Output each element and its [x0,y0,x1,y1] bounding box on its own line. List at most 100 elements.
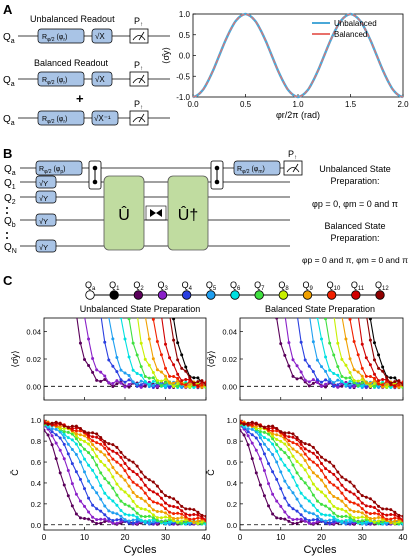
data-point [54,457,58,461]
data-point [147,376,151,380]
data-point [58,436,62,440]
data-point [372,506,376,510]
x-tick-label: 10 [276,533,285,542]
data-point [172,517,176,521]
data-point [107,358,111,362]
data-point [151,500,155,504]
data-point [311,378,315,382]
data-point [328,513,332,517]
data-point [348,500,352,504]
data-point [348,516,352,520]
x-axis-label-right: Cycles [303,544,337,556]
data-point [389,520,393,524]
data-point [180,385,184,389]
data-point [159,370,163,374]
data-point [328,460,332,464]
data-point [271,16,274,19]
data-point [155,516,159,520]
data-point [315,455,319,459]
data-point [50,434,54,438]
data-point [123,490,127,494]
data-point [74,512,78,516]
data-point [119,276,122,279]
data-point [275,194,278,197]
data-point [320,153,323,156]
data-point [115,493,119,497]
data-point [59,221,62,224]
data-point [258,436,262,440]
plus-sign: + [76,91,84,106]
data-point [176,511,180,515]
data-point [263,153,266,156]
u-block-label: Û [118,205,130,224]
data-point [111,449,115,453]
data-point [259,57,262,60]
data-point [344,518,348,522]
data-point [87,437,91,441]
data-point [168,289,171,292]
data-point [184,383,188,387]
y-tick-label: 1.0 [31,416,41,425]
data-point [381,383,385,387]
data-point [99,276,102,279]
data-point [111,337,115,341]
chain-qubit-label: Q3 [158,280,169,292]
data-point [328,380,332,384]
data-point [243,84,246,87]
data-point [152,276,155,279]
data-point [95,435,99,439]
data-point [364,495,368,499]
data-point [311,340,315,344]
data-point [99,370,103,374]
y-tick-label: 1.0 [227,416,237,425]
data-point [159,379,163,383]
data-point [385,376,389,380]
data-point [78,516,82,520]
data-point [155,378,159,382]
data-point [176,506,180,510]
data-point [320,461,323,465]
data-point [83,439,86,443]
data-point [279,470,283,474]
data-point [124,289,127,292]
y-tick-label: 0.8 [227,437,237,446]
legend-entry: Unbalanced [334,19,377,28]
data-point [340,491,344,495]
sqrty-label: √Y [39,217,48,226]
data-point [135,353,139,357]
data-point [287,125,290,128]
data-point [144,248,147,251]
y-tick-label: 0.4 [227,479,237,488]
data-point [115,379,119,383]
data-point [180,512,184,516]
x-tick-label: 10 [80,533,89,542]
data-point [275,2,278,5]
data-point [340,248,343,251]
data-point [119,487,123,491]
data-point [263,98,266,101]
data-point [83,457,86,461]
data-point [251,84,254,87]
data-point [287,431,291,435]
data-point [287,43,290,46]
qubit-chain-legend: Qa Q1 Q2 Q3 Q4 Q5 Q6 Q7 Q8 Q9 Q10 Q11 Q12 [85,280,389,300]
data-point [267,482,271,486]
data-point [299,340,303,344]
data-point [332,472,336,476]
data-point [271,429,275,433]
data-point [251,153,254,156]
data-point [356,353,360,357]
data-point [119,450,123,454]
data-point [75,194,78,197]
data-point [58,425,62,429]
data-point [168,385,172,389]
data-point [160,262,163,265]
data-point [71,2,74,5]
data-point [66,425,70,429]
data-point [287,341,291,345]
y-tick-label: 0.0 [179,52,191,61]
data-point [279,447,283,451]
data-point [168,510,172,514]
data-point [262,436,266,440]
chart-c-top-left: 0.00 0.02 0.04 ⟨σ̂y⟩ [10,2,207,401]
